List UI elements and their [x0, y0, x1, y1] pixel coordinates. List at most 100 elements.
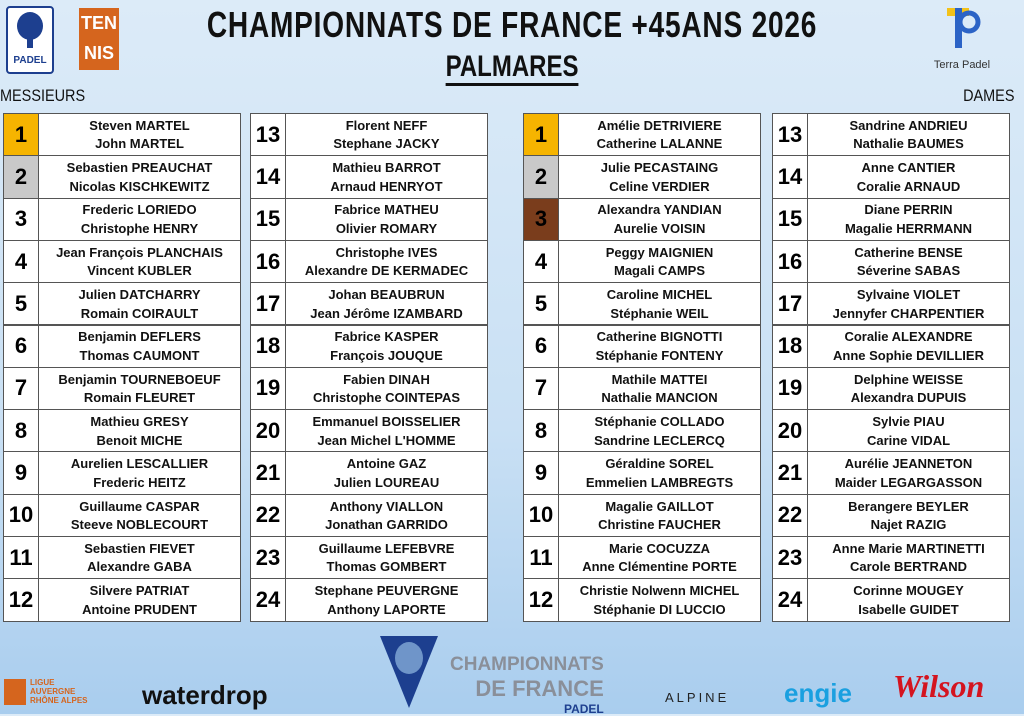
player-name: Steven MARTEL — [89, 117, 190, 133]
names-cell: Stéphanie COLLADO Sandrine LECLERCQ — [558, 409, 761, 453]
rank-cell: 22 — [250, 493, 286, 537]
names-cell: Benjamin DEFLERS Thomas CAUMONT — [38, 324, 241, 368]
rank-cell: 2 — [3, 155, 39, 199]
player-name: Sylvie PIAU — [872, 413, 945, 429]
names-cell: Corinne MOUGEY Isabelle GUIDET — [807, 578, 1010, 622]
player-name: Anne Clémentine PORTE — [582, 559, 737, 575]
player-name: Peggy MAIGNIEN — [605, 244, 714, 260]
player-name: Julien LOUREAU — [333, 474, 440, 490]
player-name: Nathalie MANCION — [601, 390, 718, 406]
rank-cell: 8 — [3, 409, 39, 453]
names-cell: Diane PERRIN Magalie HERRMANN — [807, 197, 1010, 241]
player-name: Isabelle GUIDET — [858, 601, 959, 617]
rank-cell: 14 — [772, 155, 808, 199]
player-name: Johan BEAUBRUN — [328, 287, 445, 302]
player-name: Christine FAUCHER — [598, 517, 721, 533]
championnats-logo: CHAMPIONNATS DE FRANCE PADEL — [376, 632, 604, 716]
player-name: Christophe IVES — [335, 244, 438, 260]
rank-cell: 7 — [523, 366, 559, 411]
rank-cell: 20 — [250, 409, 286, 453]
player-name: Stéphanie FONTENY — [595, 347, 724, 363]
rank-cell: 12 — [3, 578, 39, 622]
player-name: John MARTEL — [95, 136, 184, 152]
player-name: Romain COIRAULT — [80, 305, 199, 321]
rank-cell: 12 — [523, 578, 559, 622]
names-cell: Mathile MATTEI Nathalie MANCION — [558, 366, 761, 411]
player-name: François JOUQUE — [330, 347, 443, 363]
tennis-logo: TEN NIS — [79, 8, 119, 70]
player-name: Guillaume LEFEBVRE — [318, 540, 455, 556]
player-name: Thomas GOMBERT — [326, 559, 447, 575]
player-name: Stéphanie WEIL — [610, 305, 709, 321]
rank-cell: 23 — [250, 536, 286, 580]
player-name: Sandrine LECLERCQ — [594, 432, 725, 448]
player-name: Benjamin DEFLERS — [78, 329, 201, 345]
names-cell: Guillaume CASPAR Steeve NOBLECOURT — [38, 493, 241, 537]
names-cell: Berangere BEYLER Najet RAZIG — [807, 493, 1010, 537]
rank-cell: 8 — [523, 409, 559, 453]
player-name: Aurélie JEANNETON — [844, 456, 973, 472]
player-name: Sebastien PREAUCHAT — [66, 160, 213, 176]
player-name: Marie COCUZZA — [608, 540, 711, 556]
names-cell: Sylvaine VIOLET Jennyfer CHARPENTIER — [807, 282, 1010, 326]
names-cell: Mathieu BARROT Arnaud HENRYOT — [285, 155, 488, 199]
rank-cell: 10 — [523, 493, 559, 537]
rank-cell: 3 — [3, 197, 39, 241]
player-name: Celine VERDIER — [609, 178, 710, 194]
rank-cell: 15 — [250, 197, 286, 241]
championnats-line: CHAMPIONNATS — [450, 654, 604, 675]
sponsor: waterdrop — [142, 680, 268, 710]
player-name: Antoine PRUDENT — [82, 601, 197, 617]
player-name: Jonathan GARRIDO — [325, 517, 448, 533]
player-name: Emmanuel BOISSELIER — [312, 413, 461, 429]
rank-cell: 4 — [523, 239, 559, 284]
names-cell: Delphine WEISSE Alexandra DUPUIS — [807, 366, 1010, 411]
player-name: Stéphanie DI LUCCIO — [593, 601, 726, 617]
names-cell: Sylvie PIAU Carine VIDAL — [807, 409, 1010, 453]
player-name: Corinne MOUGEY — [853, 583, 964, 599]
player-name: Magalie GAILLOT — [605, 498, 714, 514]
rank-cell: 24 — [772, 578, 808, 622]
player-name: Christophe HENRY — [80, 221, 199, 237]
rank-cell: 14 — [250, 155, 286, 199]
player-name: Coralie ALEXANDRE — [844, 329, 973, 345]
player-name: Séverine SABAS — [856, 263, 961, 279]
player-name: Coralie ARNAUD — [856, 178, 961, 194]
rank-cell: 6 — [3, 324, 39, 368]
rank-cell: 1 — [3, 113, 39, 157]
rank-cell: 16 — [772, 239, 808, 284]
championnats-line: PADEL — [563, 702, 604, 716]
names-cell: Sebastien PREAUCHAT Nicolas KISCHKEWITZ — [38, 155, 241, 199]
rank-cell: 4 — [3, 239, 39, 284]
player-name: Magalie HERRMANN — [844, 221, 973, 237]
rank-cell: 2 — [523, 155, 559, 199]
section-label: DAMES — [962, 86, 1014, 105]
names-cell: Alexandra YANDIAN Aurelie VOISIN — [558, 197, 761, 241]
rank-cell: 9 — [3, 451, 39, 495]
player-name: Maider LEGARGASSON — [834, 474, 983, 490]
rank-cell: 15 — [772, 197, 808, 241]
player-name: Carole BERTRAND — [849, 559, 967, 575]
player-name: Anthony VIALLON — [329, 498, 444, 514]
names-cell: Anne Marie MARTINETTI Carole BERTRAND — [807, 536, 1010, 580]
tennis-text: TEN — [81, 13, 117, 33]
player-name: Alexandra YANDIAN — [597, 202, 722, 218]
player-name: Anthony LAPORTE — [327, 601, 446, 617]
names-cell: Aurélie JEANNETON Maider LEGARGASSON — [807, 451, 1010, 495]
player-name: Alexandre GABA — [87, 559, 192, 575]
names-cell: Fabien DINAH Christophe COINTEPAS — [285, 366, 488, 411]
player-name: Guillaume CASPAR — [79, 498, 200, 514]
ligue-line: RHÔNE ALPES — [30, 696, 88, 705]
rank-cell: 17 — [772, 282, 808, 326]
player-name: Catherine BENSE — [854, 244, 963, 260]
player-name: Vincent KUBLER — [87, 263, 192, 279]
player-name: Najet RAZIG — [870, 517, 947, 533]
player-name: Frederic HEITZ — [93, 474, 186, 490]
player-name: Amélie DETRIVIERE — [597, 117, 722, 133]
player-name: Jean Michel L'HOMME — [317, 432, 456, 448]
rank-cell: 11 — [523, 536, 559, 580]
padel-icon — [17, 12, 43, 48]
names-cell: Silvere PATRIAT Antoine PRUDENT — [38, 578, 241, 622]
player-name: Emmelien LAMBREGTS — [585, 474, 734, 490]
